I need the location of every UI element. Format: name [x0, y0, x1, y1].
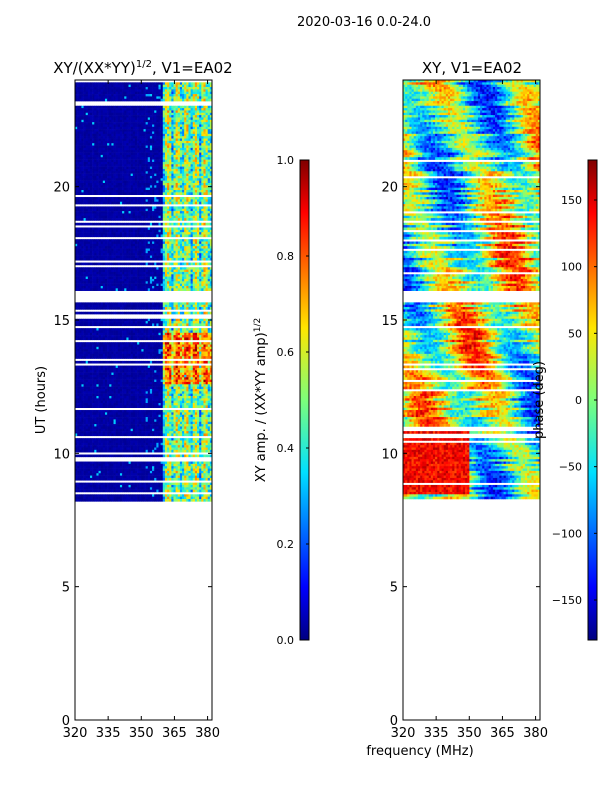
- phase-panel-title: XY, V1=EA02: [422, 59, 522, 77]
- amplitude-panel: XY/(XX*YY)1/2, V1=EA02 320 335 350 365 380 0 5…: [34, 59, 233, 741]
- y-tick-label: 15: [53, 314, 70, 329]
- y-tick-label: 5: [390, 581, 398, 596]
- colorbar-tick-label: 100: [561, 261, 582, 274]
- colorbar-tick-label: 150: [561, 194, 582, 207]
- y-tick-label: 5: [62, 581, 70, 596]
- amplitude-title-suffix: , V1=EA02: [152, 59, 233, 77]
- x-tick-label: 350: [457, 726, 482, 741]
- y-tick-label: 20: [53, 181, 70, 196]
- colorbar-tick-label: 0.6: [277, 346, 295, 359]
- colorbar-tick-label: 0.0: [277, 634, 295, 647]
- colorbar-tick-label: 1.0: [277, 154, 295, 167]
- x-tick-label: 380: [523, 726, 548, 741]
- colorbar-tick-label: −50: [559, 461, 582, 474]
- x-tick-label: 365: [490, 726, 515, 741]
- x-tick-label: 320: [63, 726, 88, 741]
- x-tick-label: 335: [96, 726, 121, 741]
- y-tick-label: 20: [381, 181, 398, 196]
- x-tick-label: 380: [195, 726, 220, 741]
- x-tick-label: 350: [129, 726, 154, 741]
- phase-heatmap: [403, 80, 541, 500]
- phase-colorbar-ticks: −150 −100 −50 0 50 100 150: [552, 194, 597, 607]
- x-tick-label: 365: [162, 726, 187, 741]
- phase-colorbar: −150 −100 −50 0 50 100 150 phase (deg): [532, 159, 598, 641]
- colorbar-tick-label: 0.2: [277, 538, 295, 551]
- phase-axis-ticks: 320 335 350 365 380 0 5 10 15 20: [381, 80, 548, 741]
- y-tick-label: 0: [62, 714, 70, 729]
- amplitude-title-main: XY/(XX*YY): [53, 59, 136, 77]
- figure-suptitle: 2020-03-16 0.0-24.0: [297, 15, 431, 30]
- x-tick-label: 335: [424, 726, 449, 741]
- phase-plot-frame: [402, 79, 541, 721]
- amplitude-cbar-label-sup: 1/2: [253, 318, 263, 332]
- y-tick-label: 10: [53, 447, 70, 462]
- colorbar-tick-label: 50: [568, 327, 582, 340]
- y-tick-label: 10: [381, 447, 398, 462]
- amplitude-plot-frame: [74, 79, 213, 721]
- amplitude-colorbar-ticks: 0.0 0.2 0.4 0.6 0.8 1.0: [277, 154, 309, 647]
- y-tick-label: 15: [381, 314, 398, 329]
- x-tick-label: 320: [391, 726, 416, 741]
- phase-colorbar-label: phase (deg): [532, 361, 547, 439]
- amplitude-colorbar-gradient: [299, 159, 310, 641]
- phase-panel: XY, V1=EA02 320 335 350 365 380 0 5 10 15 20 freq…: [366, 59, 548, 759]
- x-axis-label: frequency (MHz): [366, 744, 473, 759]
- amplitude-title-sup: 1/2: [136, 59, 152, 70]
- amplitude-heatmap: [75, 82, 213, 502]
- amplitude-panel-title: XY/(XX*YY)1/2, V1=EA02: [53, 59, 232, 77]
- colorbar-tick-label: −150: [552, 594, 582, 607]
- colorbar-tick-label: −100: [552, 527, 582, 540]
- colorbar-tick-label: 0.4: [277, 442, 295, 455]
- amplitude-colorbar: 0.0 0.2 0.4 0.6 0.8 1.0 XY amp. / (XX*YY amp)…: [253, 154, 310, 647]
- colorbar-tick-label: 0: [575, 394, 582, 407]
- colorbar-tick-label: 0.8: [277, 250, 295, 263]
- y-tick-label: 0: [390, 714, 398, 729]
- amplitude-axis-ticks: 320 335 350 365 380 0 5 10 15 20: [53, 80, 220, 741]
- amplitude-colorbar-label: XY amp. / (XX*YY amp)1/2: [253, 318, 269, 482]
- amplitude-cbar-label-main: XY amp. / (XX*YY amp): [254, 332, 269, 482]
- y-axis-label: UT (hours): [34, 366, 49, 434]
